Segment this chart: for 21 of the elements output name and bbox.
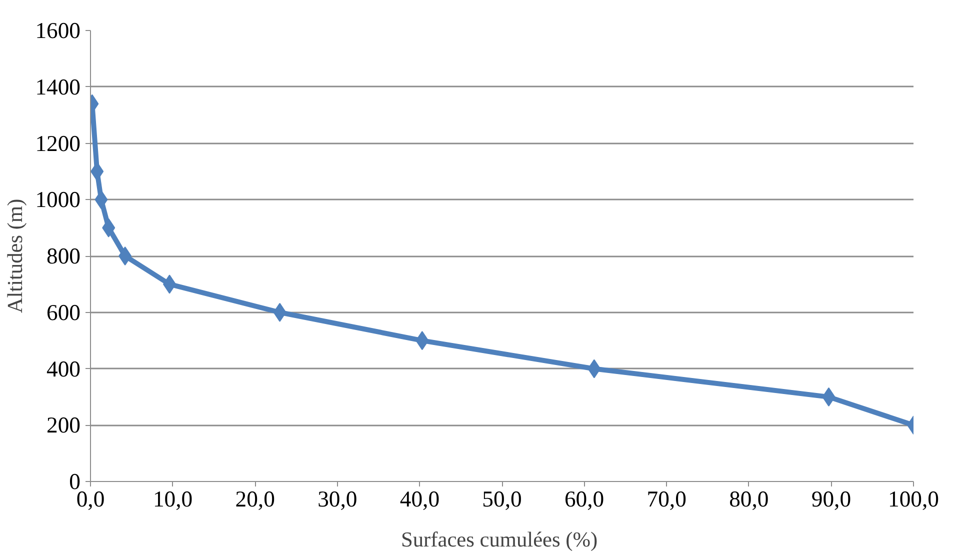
y-tick-label: 600 [46,300,80,325]
x-tick-label: 60,0 [564,486,604,512]
y-tick-label: 800 [46,244,80,268]
y-tick-label: 200 [46,412,80,438]
x-tick-label: 40,0 [400,486,440,512]
x-tick-label: 100,0 [888,486,939,512]
y-tick-label: 1600 [35,18,80,43]
x-tick-label: 50,0 [482,486,522,512]
y-tick-label: 1400 [35,74,80,100]
x-tick-label: 20,0 [235,486,275,512]
x-axis-title: Surfaces cumulées (%) [401,528,598,552]
y-tick-label: 1200 [35,130,80,156]
x-tick-label: 90,0 [811,486,852,512]
x-tick-label: 30,0 [318,486,358,512]
y-tick-label: 1000 [35,187,80,212]
x-tick-label: 70,0 [646,486,686,512]
y-axis-title: Altitudes (m) [3,198,28,314]
y-tick-label: 400 [46,356,80,382]
x-tick-label: 10,0 [152,486,193,512]
point [118,246,132,266]
x-tick-label: 80,0 [729,486,769,512]
